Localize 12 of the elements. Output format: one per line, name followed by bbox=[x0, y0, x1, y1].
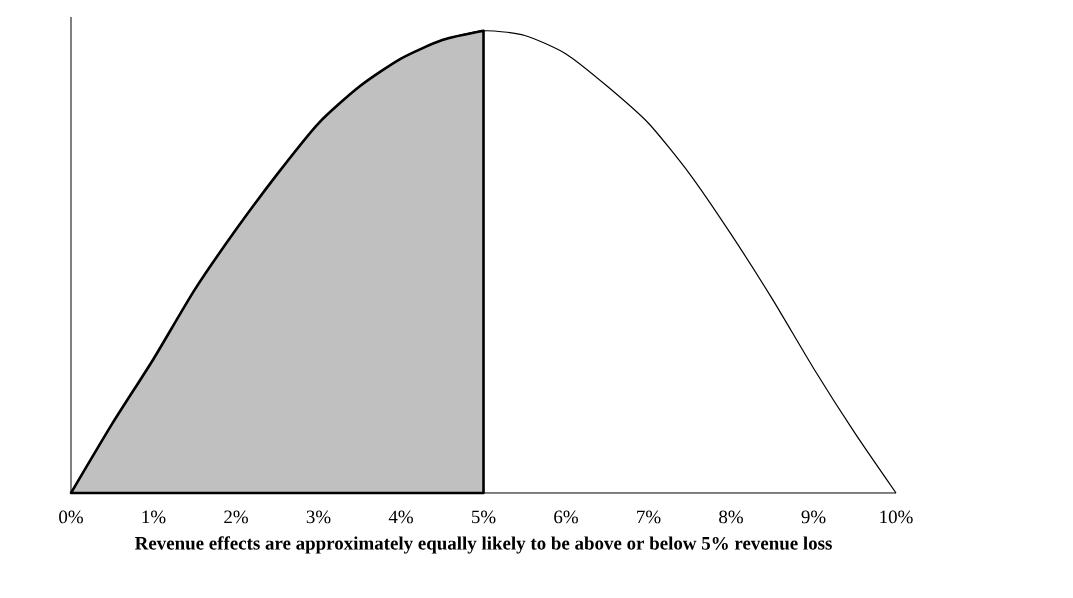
x-tick-label: 9% bbox=[801, 510, 826, 524]
x-tick-label: 10% bbox=[880, 510, 913, 524]
x-tick-label: 8% bbox=[719, 510, 743, 524]
x-tick-label: 1% bbox=[142, 510, 166, 524]
x-tick-label: 0% bbox=[59, 510, 83, 524]
x-tick-label: 4% bbox=[388, 510, 413, 524]
x-tick-label: 2% bbox=[224, 510, 248, 524]
x-tick-label: 5% bbox=[471, 510, 496, 524]
x-tick-label: 3% bbox=[306, 510, 331, 524]
x-tick-label: 6% bbox=[554, 510, 578, 524]
x-axis-title: Revenue effects are approximately equally likely to be above or below 5% revenue loss bbox=[135, 536, 832, 554]
x-tick-label: 7% bbox=[637, 510, 661, 524]
